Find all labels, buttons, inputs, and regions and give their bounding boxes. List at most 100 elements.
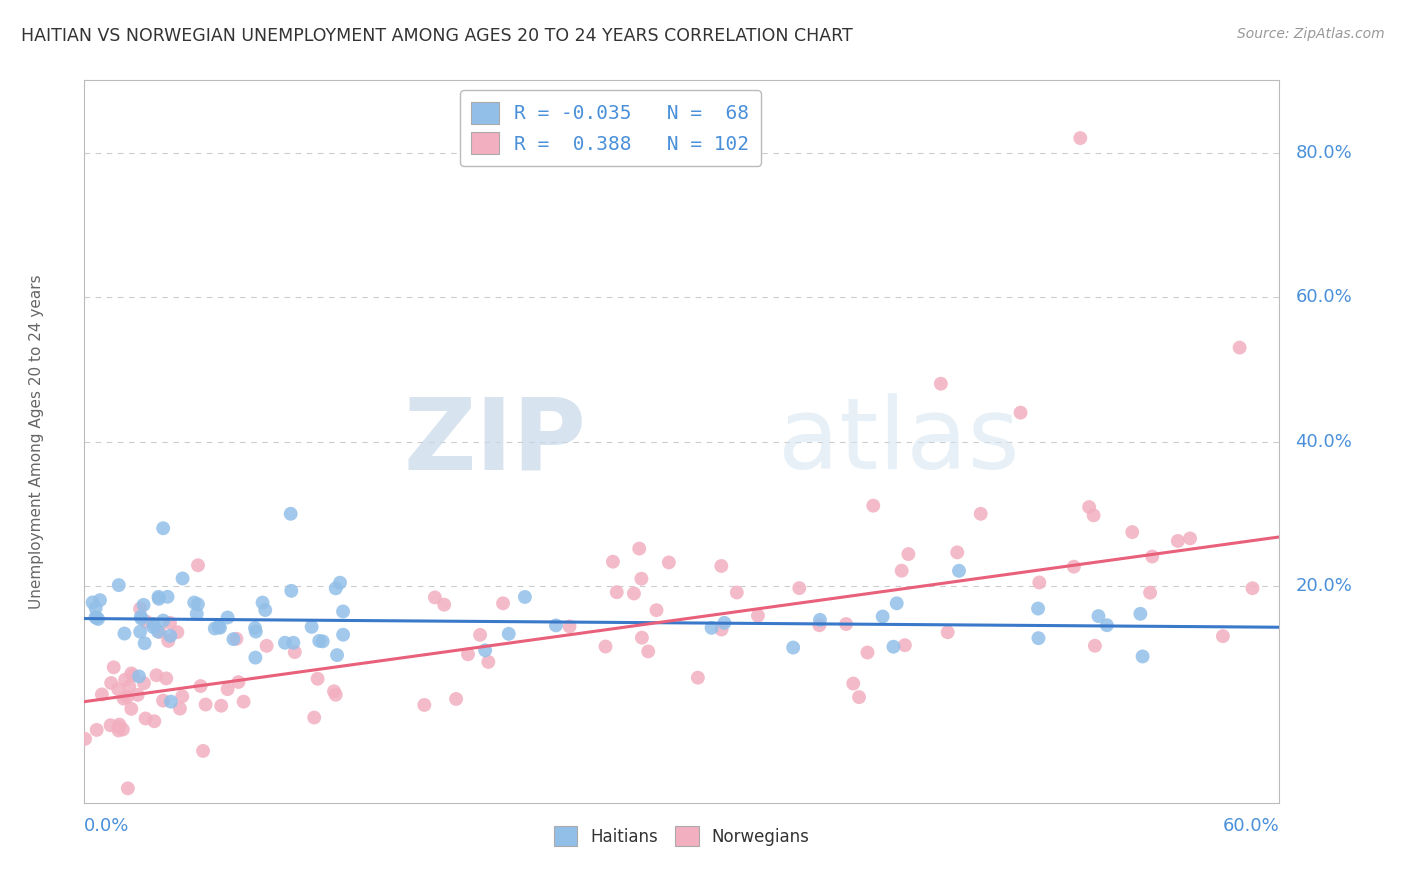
Point: [332, 628, 354, 642]
Point: [187, 597, 209, 611]
Point: [1078, 500, 1101, 514]
Point: [232, 695, 254, 709]
Point: [326, 648, 349, 662]
Point: [474, 643, 496, 657]
Point: [713, 615, 735, 630]
Point: [228, 675, 250, 690]
Point: [146, 624, 169, 639]
Point: [149, 625, 172, 640]
Point: [1142, 549, 1164, 564]
Point: [122, 668, 145, 682]
Point: [89, 593, 111, 607]
Text: 0.0%: 0.0%: [84, 817, 129, 835]
Point: [631, 631, 654, 645]
Point: [747, 608, 769, 623]
Point: [115, 690, 138, 704]
Point: [134, 636, 156, 650]
Point: [897, 547, 920, 561]
Point: [710, 559, 733, 574]
Point: [700, 621, 723, 635]
Point: [637, 644, 659, 658]
Point: [630, 572, 652, 586]
Point: [107, 723, 129, 738]
Point: [710, 623, 733, 637]
Point: [252, 596, 274, 610]
Point: [254, 603, 277, 617]
Point: [100, 718, 122, 732]
Point: [890, 564, 912, 578]
Point: [623, 586, 645, 600]
Point: [120, 666, 142, 681]
Point: [156, 590, 179, 604]
Point: [1121, 525, 1143, 540]
Point: [444, 692, 467, 706]
Point: [1063, 559, 1085, 574]
Point: [152, 521, 174, 535]
Point: [457, 648, 479, 662]
Point: [148, 590, 170, 604]
Point: [498, 627, 520, 641]
Point: [936, 625, 959, 640]
Point: [245, 624, 267, 639]
Point: [862, 499, 884, 513]
Point: [782, 640, 804, 655]
Point: [808, 613, 831, 627]
Text: 20.0%: 20.0%: [1295, 577, 1353, 595]
Point: [107, 682, 129, 697]
Point: [86, 611, 108, 625]
Point: [628, 541, 651, 556]
Point: [886, 596, 908, 610]
Point: [87, 612, 110, 626]
Point: [332, 604, 354, 618]
Point: [1028, 631, 1050, 645]
Point: [190, 679, 212, 693]
Point: [86, 723, 108, 737]
Point: [658, 556, 681, 570]
Point: [1083, 508, 1105, 523]
Point: [1132, 649, 1154, 664]
Point: [209, 698, 232, 713]
Point: [243, 621, 266, 635]
Point: [108, 717, 131, 731]
Point: [159, 629, 181, 643]
Point: [143, 714, 166, 729]
Point: [204, 622, 226, 636]
Point: [82, 595, 104, 609]
Point: [1026, 601, 1049, 615]
Point: [120, 702, 142, 716]
Point: [129, 609, 152, 624]
Point: [970, 507, 993, 521]
Text: HAITIAN VS NORWEGIAN UNEMPLOYMENT AMONG AGES 20 TO 24 YEARS CORRELATION CHART: HAITIAN VS NORWEGIAN UNEMPLOYMENT AMONG …: [21, 27, 853, 45]
Point: [894, 638, 917, 652]
Point: [152, 693, 174, 707]
Text: 80.0%: 80.0%: [1295, 144, 1353, 161]
Point: [606, 585, 628, 599]
Point: [114, 673, 136, 687]
Point: [155, 672, 177, 686]
Point: [433, 598, 456, 612]
Point: [1095, 618, 1118, 632]
Point: [128, 669, 150, 683]
Point: [142, 620, 165, 634]
Point: [129, 624, 152, 639]
Point: [544, 618, 567, 632]
Point: [186, 607, 208, 621]
Point: [117, 781, 139, 796]
Point: [280, 583, 302, 598]
Point: [103, 660, 125, 674]
Point: [882, 640, 904, 654]
Point: [323, 684, 346, 698]
Point: [142, 617, 165, 632]
Point: [312, 634, 335, 648]
Point: [325, 688, 347, 702]
Point: [172, 572, 194, 586]
Point: [160, 695, 183, 709]
Point: [274, 636, 297, 650]
Point: [132, 676, 155, 690]
Point: [842, 676, 865, 690]
Point: [1087, 609, 1109, 624]
Point: [157, 634, 180, 648]
Point: [112, 626, 135, 640]
Point: [1129, 607, 1152, 621]
Point: [725, 585, 748, 599]
